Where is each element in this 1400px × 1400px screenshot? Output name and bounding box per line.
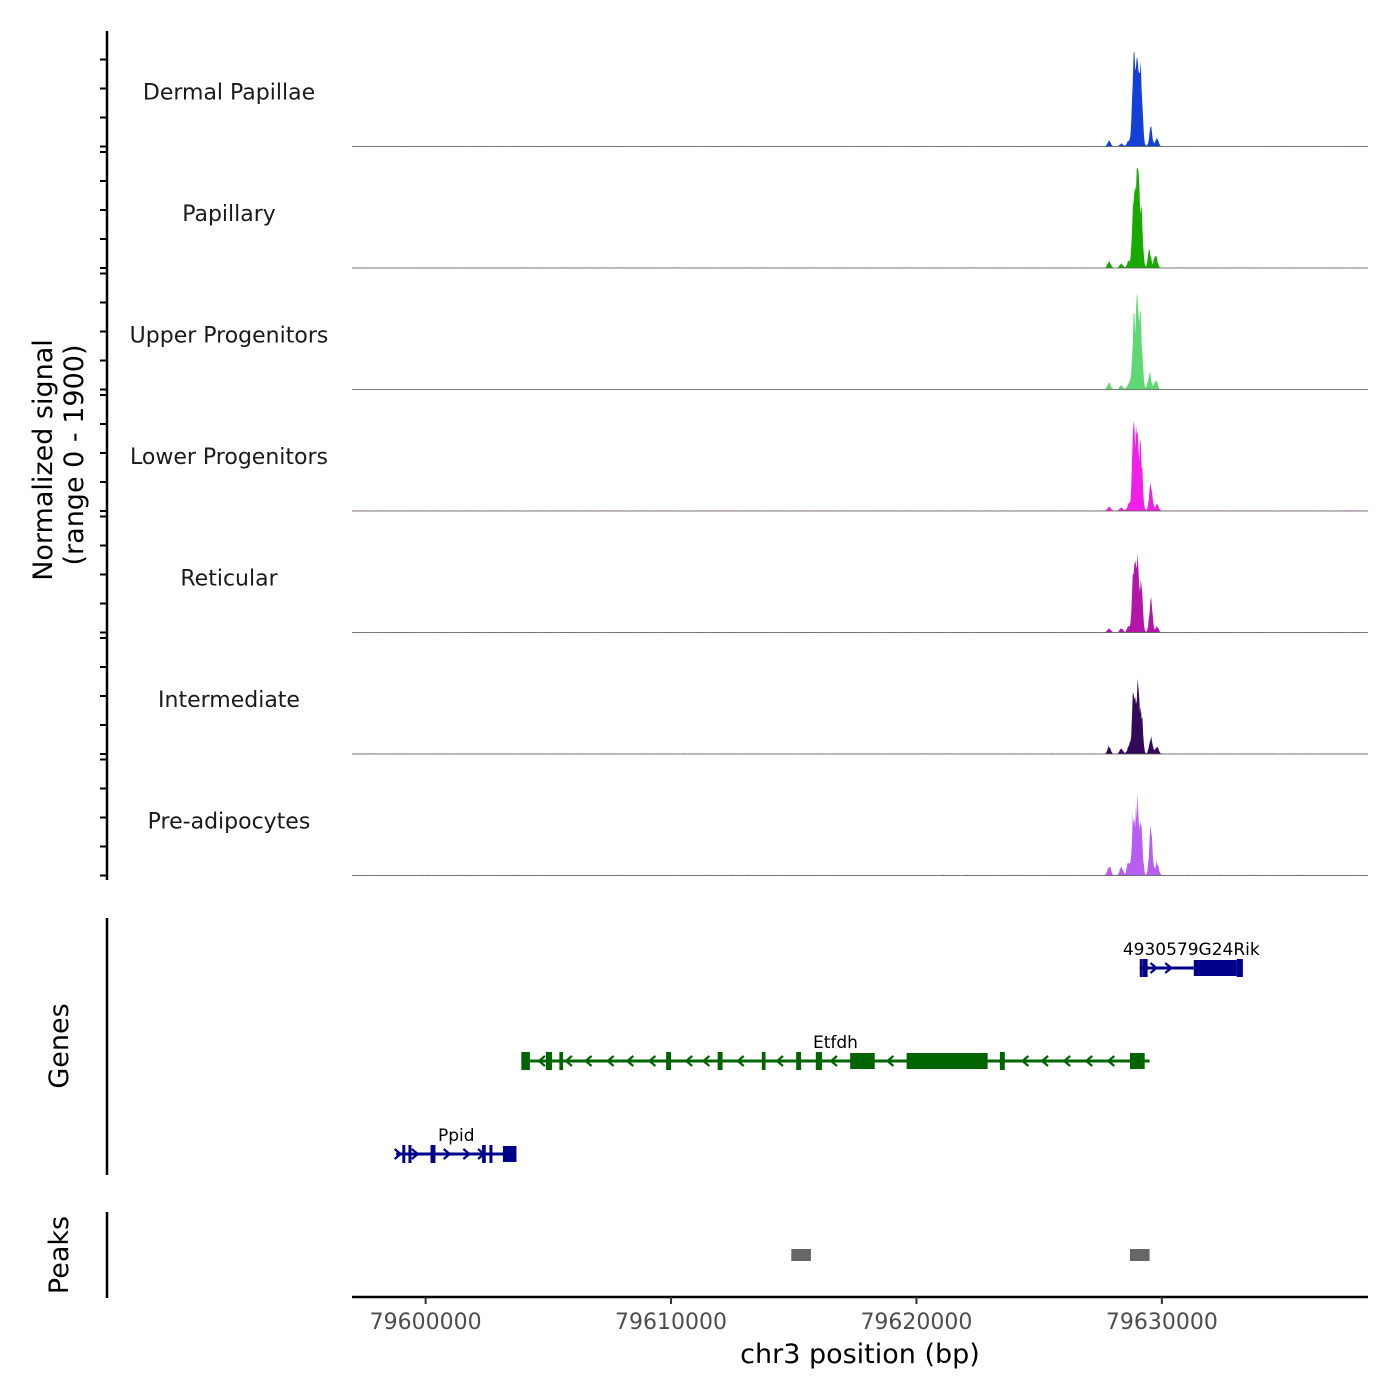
- gene-strand-arrow: [1020, 1055, 1030, 1067]
- gene-strand-arrow: [443, 1148, 452, 1160]
- x-axis-tick-label: 79600000: [370, 1310, 482, 1335]
- gene-strand-arrow: [564, 1055, 573, 1067]
- signal-area: [352, 420, 1368, 511]
- signal-track-label: Lower Progenitors: [130, 445, 328, 470]
- gene-exon: [666, 1052, 672, 1070]
- signal-area: [352, 553, 1368, 633]
- gene-strand-arrow: [462, 1148, 472, 1160]
- signal-track-label: Intermediate: [158, 688, 300, 713]
- gene-strand-arrow: [736, 1055, 745, 1067]
- gene-strand-arrow: [1149, 962, 1159, 974]
- signal-axis: [100, 31, 109, 880]
- gene-ppid: Ppid: [393, 1126, 517, 1163]
- signal-track-4: Reticular: [180, 553, 1368, 633]
- signal-track-label: Papillary: [182, 202, 276, 227]
- gene-strand-arrow: [1106, 1055, 1116, 1067]
- gene-strand-arrow: [625, 1055, 635, 1067]
- signal-area: [352, 792, 1368, 876]
- gene-exon: [796, 1052, 802, 1070]
- gene-strand-arrow: [411, 1148, 420, 1160]
- x-axis-title: chr3 position (bp): [740, 1339, 980, 1370]
- gene-exon: [545, 1052, 553, 1070]
- gene-strand-arrow: [1164, 962, 1173, 974]
- gene-strand-arrow: [583, 1055, 593, 1067]
- signal-track-label: Pre-adipocytes: [148, 810, 311, 835]
- signal-track-0: Dermal Papillae: [143, 51, 1368, 147]
- gene-exon: [430, 1145, 436, 1163]
- gene-4930579g24rik: 4930579G24Rik: [1123, 940, 1260, 977]
- gene-strand-arrow: [885, 1055, 895, 1067]
- signal-track-label: Dermal Papillae: [143, 81, 315, 106]
- gene-strand-arrow: [775, 1055, 784, 1067]
- signal-ylabel-line1: Normalized signal: [28, 339, 59, 581]
- signal-ylabel-line2: (range 0 - 1900): [59, 345, 90, 566]
- gene-exon: [1129, 1053, 1145, 1069]
- peak-region: [1129, 1249, 1150, 1261]
- gene-exon: [850, 1053, 875, 1069]
- peak-region: [791, 1249, 811, 1261]
- gene-label: Ppid: [438, 1126, 475, 1146]
- gene-label: 4930579G24Rik: [1123, 940, 1260, 960]
- gene-exon: [489, 1145, 493, 1163]
- signal-area: [352, 678, 1368, 754]
- signal-area: [352, 293, 1368, 390]
- gene-strand-arrow: [647, 1055, 657, 1067]
- gene-exon: [815, 1052, 822, 1070]
- gene-exon: [906, 1053, 988, 1069]
- signal-track-label: Upper Progenitors: [130, 324, 329, 349]
- gene-strand-arrow: [393, 1148, 403, 1160]
- x-axis: 79600000 79610000 79620000 79630000: [352, 1295, 1368, 1335]
- signal-track-5: Intermediate: [158, 678, 1368, 755]
- peaks-panel: [791, 1249, 1150, 1261]
- gene-strand-arrow: [477, 1148, 486, 1160]
- gene-strand-arrow: [1084, 1055, 1093, 1067]
- gene-exon: [502, 1146, 517, 1162]
- signal-area: [352, 51, 1368, 147]
- signal-track-1: Papillary: [182, 168, 1368, 269]
- gene-label: Etfdh: [813, 1033, 858, 1053]
- gene-strand-arrow: [605, 1055, 615, 1067]
- signal-track-label: Reticular: [180, 567, 278, 592]
- gene-exon: [1236, 959, 1243, 977]
- genes-panel: 4930579G24Rik Etfdh Ppid: [393, 940, 1260, 1163]
- signal-track-3: Lower Progenitors: [130, 420, 1368, 512]
- x-axis-tick-label: 79610000: [615, 1310, 727, 1335]
- gene-strand-arrow: [684, 1055, 693, 1067]
- gene-exon: [1139, 959, 1143, 977]
- gene-strand-arrow: [701, 1055, 711, 1067]
- gene-exon: [1193, 960, 1237, 976]
- gene-exon: [402, 1145, 406, 1163]
- gene-exon: [717, 1052, 723, 1070]
- gene-exon: [1142, 959, 1148, 977]
- gene-strand-arrow: [1040, 1055, 1049, 1067]
- signal-area: [352, 168, 1368, 268]
- x-axis-tick-label: 79630000: [1106, 1310, 1218, 1335]
- gene-strand-arrow: [537, 1055, 546, 1067]
- gene-exon: [761, 1052, 766, 1070]
- gene-etfdh: Etfdh: [521, 1033, 1150, 1070]
- gene-exon: [999, 1052, 1005, 1070]
- gene-exon: [521, 1052, 530, 1070]
- gene-strand-arrow: [829, 1055, 838, 1067]
- peaks-ylabel: Peaks: [44, 1216, 75, 1294]
- signal-tracks: Dermal Papillae Papillary Upper Progenitor…: [130, 51, 1368, 876]
- gene-strand-arrow: [1062, 1055, 1071, 1067]
- gene-exon: [559, 1052, 564, 1070]
- signal-track-6: Pre-adipocytes: [148, 792, 1368, 876]
- signal-track-2: Upper Progenitors: [130, 293, 1368, 390]
- genes-ylabel: Genes: [44, 1003, 75, 1088]
- x-axis-tick-label: 79620000: [860, 1310, 972, 1335]
- gene-exon: [408, 1145, 412, 1163]
